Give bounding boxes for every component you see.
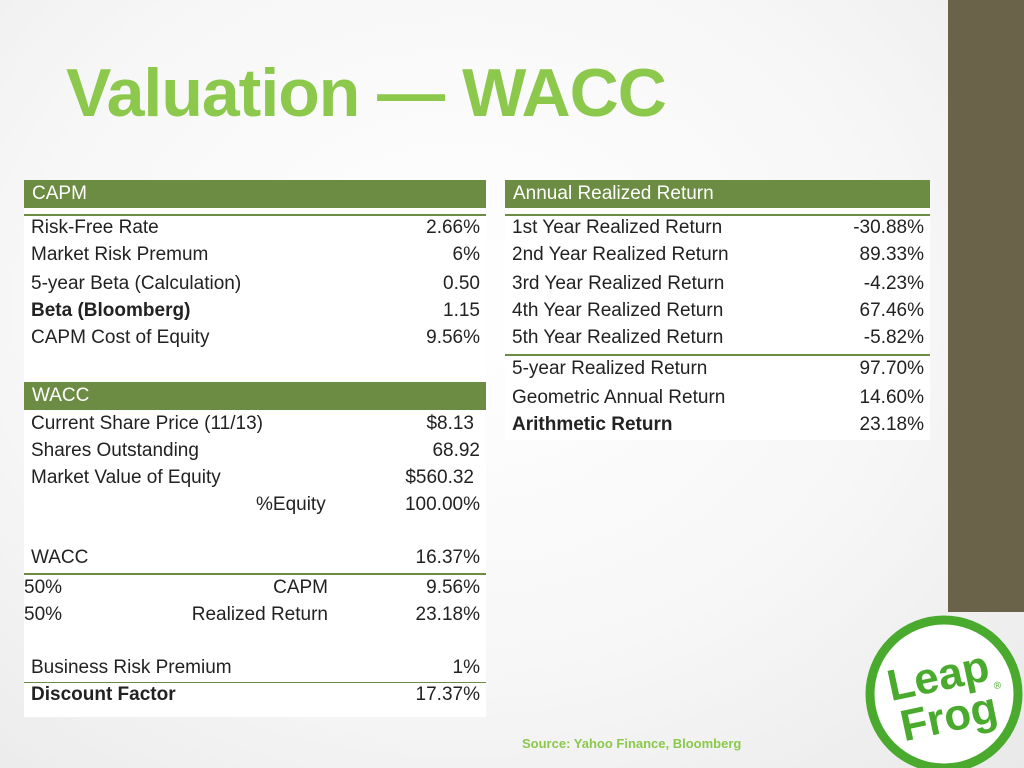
annual-summary-geometric: Geometric Annual Return 14.60% bbox=[505, 386, 930, 410]
row-label: Discount Factor bbox=[31, 684, 176, 705]
discount-factor-rule bbox=[24, 682, 486, 683]
row-value: 67.46% bbox=[859, 300, 924, 321]
row-label: CAPM Cost of Equity bbox=[31, 327, 210, 348]
wacc-row-share-price: Current Share Price (11/13) $8.13 bbox=[24, 412, 486, 436]
row-value: 97.70% bbox=[859, 358, 924, 379]
wacc-total-rule bbox=[24, 573, 486, 575]
row-label: Market Value of Equity bbox=[31, 467, 221, 488]
capm-header: CAPM bbox=[24, 180, 486, 208]
capm-row-5-year-beta: 5-year Beta (Calculation) 0.50 bbox=[24, 272, 486, 296]
row-value: 1% bbox=[452, 657, 480, 678]
wacc-row-market-value-equity: Market Value of Equity $560.32 bbox=[24, 466, 486, 490]
row-label: 5th Year Realized Return bbox=[512, 327, 724, 348]
row-label: Current Share Price (11/13) bbox=[31, 413, 263, 434]
row-value: 23.18% bbox=[415, 604, 480, 625]
sidebar-accent-bar bbox=[948, 0, 1024, 612]
row-label: Realized Return bbox=[191, 604, 328, 625]
row-label: Market Risk Premum bbox=[31, 244, 209, 265]
row-label: %Equity bbox=[256, 494, 326, 515]
row-label: Risk-Free Rate bbox=[31, 217, 159, 238]
wacc-header: WACC bbox=[24, 382, 486, 410]
row-value: 68.92 bbox=[432, 440, 480, 461]
capm-row-risk-free-rate: Risk-Free Rate 2.66% bbox=[24, 216, 486, 240]
row-label: Geometric Annual Return bbox=[512, 387, 726, 408]
row-label: Shares Outstanding bbox=[31, 440, 199, 461]
wacc-total-row: WACC 16.37% bbox=[24, 546, 486, 570]
row-value: 89.33% bbox=[859, 244, 924, 265]
discount-factor-row: Discount Factor 17.37% bbox=[24, 683, 486, 707]
row-value: 9.56% bbox=[426, 327, 480, 348]
annual-realized-return-table: Annual Realized Return 1st Year Realized… bbox=[505, 180, 930, 440]
row-value: 1.15 bbox=[443, 300, 480, 321]
annual-summary-arithmetic: Arithmetic Return 23.18% bbox=[505, 413, 930, 437]
annual-row-year-2: 2nd Year Realized Return 89.33% bbox=[505, 243, 930, 267]
row-label: 4th Year Realized Return bbox=[512, 300, 724, 321]
capm-wacc-table: CAPM Risk-Free Rate 2.66% Market Risk Pr… bbox=[24, 180, 486, 717]
annual-row-year-3: 3rd Year Realized Return -4.23% bbox=[505, 272, 930, 296]
wacc-weight-row-capm: 50% CAPM 9.56% bbox=[24, 576, 486, 600]
row-value: 14.60% bbox=[859, 387, 924, 408]
row-label: 1st Year Realized Return bbox=[512, 217, 723, 238]
row-value: 2.66% bbox=[426, 217, 480, 238]
wacc-row-shares-outstanding: Shares Outstanding 68.92 bbox=[24, 439, 486, 463]
annual-row-year-1: 1st Year Realized Return -30.88% bbox=[505, 216, 930, 240]
logo-ring bbox=[865, 615, 1023, 768]
page-title: Valuation — WACC bbox=[66, 55, 667, 131]
row-value: 9.56% bbox=[426, 577, 480, 598]
row-label: Arithmetic Return bbox=[512, 414, 673, 435]
row-label: WACC bbox=[31, 547, 89, 568]
annual-header: Annual Realized Return bbox=[505, 180, 930, 208]
capm-header-rule bbox=[24, 214, 486, 216]
annual-row-year-4: 4th Year Realized Return 67.46% bbox=[505, 299, 930, 323]
row-value: 0.50 bbox=[443, 273, 480, 294]
wacc-weight-row-realized-return: 50% Realized Return 23.18% bbox=[24, 603, 486, 627]
row-label: CAPM bbox=[273, 577, 328, 598]
row-label: Beta (Bloomberg) bbox=[31, 300, 191, 321]
row-value: -5.82% bbox=[863, 327, 924, 348]
row-label: 5-year Beta (Calculation) bbox=[31, 273, 242, 294]
row-label: 3rd Year Realized Return bbox=[512, 273, 725, 294]
leapfrog-logo: Leap Frog ® bbox=[865, 615, 1023, 768]
row-label: 5-year Realized Return bbox=[512, 358, 708, 379]
row-label: 2nd Year Realized Return bbox=[512, 244, 729, 265]
weight-percent: 50% bbox=[24, 577, 63, 598]
logo-registered-mark: ® bbox=[993, 680, 1003, 692]
row-value: $8.13 bbox=[426, 413, 474, 434]
annual-summary-5-year: 5-year Realized Return 97.70% bbox=[505, 357, 930, 381]
row-value: 23.18% bbox=[859, 414, 924, 435]
capm-row-cost-of-equity: CAPM Cost of Equity 9.56% bbox=[24, 326, 486, 350]
source-note: Source: Yahoo Finance, Bloomberg bbox=[522, 736, 742, 751]
row-value: 16.37% bbox=[415, 547, 480, 568]
capm-row-market-risk-premium: Market Risk Premum 6% bbox=[24, 243, 486, 267]
annual-summary-rule bbox=[505, 354, 930, 356]
row-value: -4.23% bbox=[863, 273, 924, 294]
row-value: 17.37% bbox=[415, 684, 480, 705]
row-value: 100.00% bbox=[404, 494, 480, 515]
weight-percent: 50% bbox=[24, 604, 63, 625]
business-risk-premium-row: Business Risk Premium 1% bbox=[24, 656, 486, 680]
wacc-row-percent-equity: %Equity 100.00% bbox=[24, 493, 486, 517]
row-value: -30.88% bbox=[853, 217, 924, 238]
row-value: 6% bbox=[452, 244, 480, 265]
row-label: Business Risk Premium bbox=[31, 657, 232, 678]
annual-row-year-5: 5th Year Realized Return -5.82% bbox=[505, 326, 930, 350]
annual-header-rule bbox=[505, 214, 930, 216]
capm-row-beta-bloomberg: Beta (Bloomberg) 1.15 bbox=[24, 299, 486, 323]
row-value: $560.32 bbox=[405, 467, 474, 488]
